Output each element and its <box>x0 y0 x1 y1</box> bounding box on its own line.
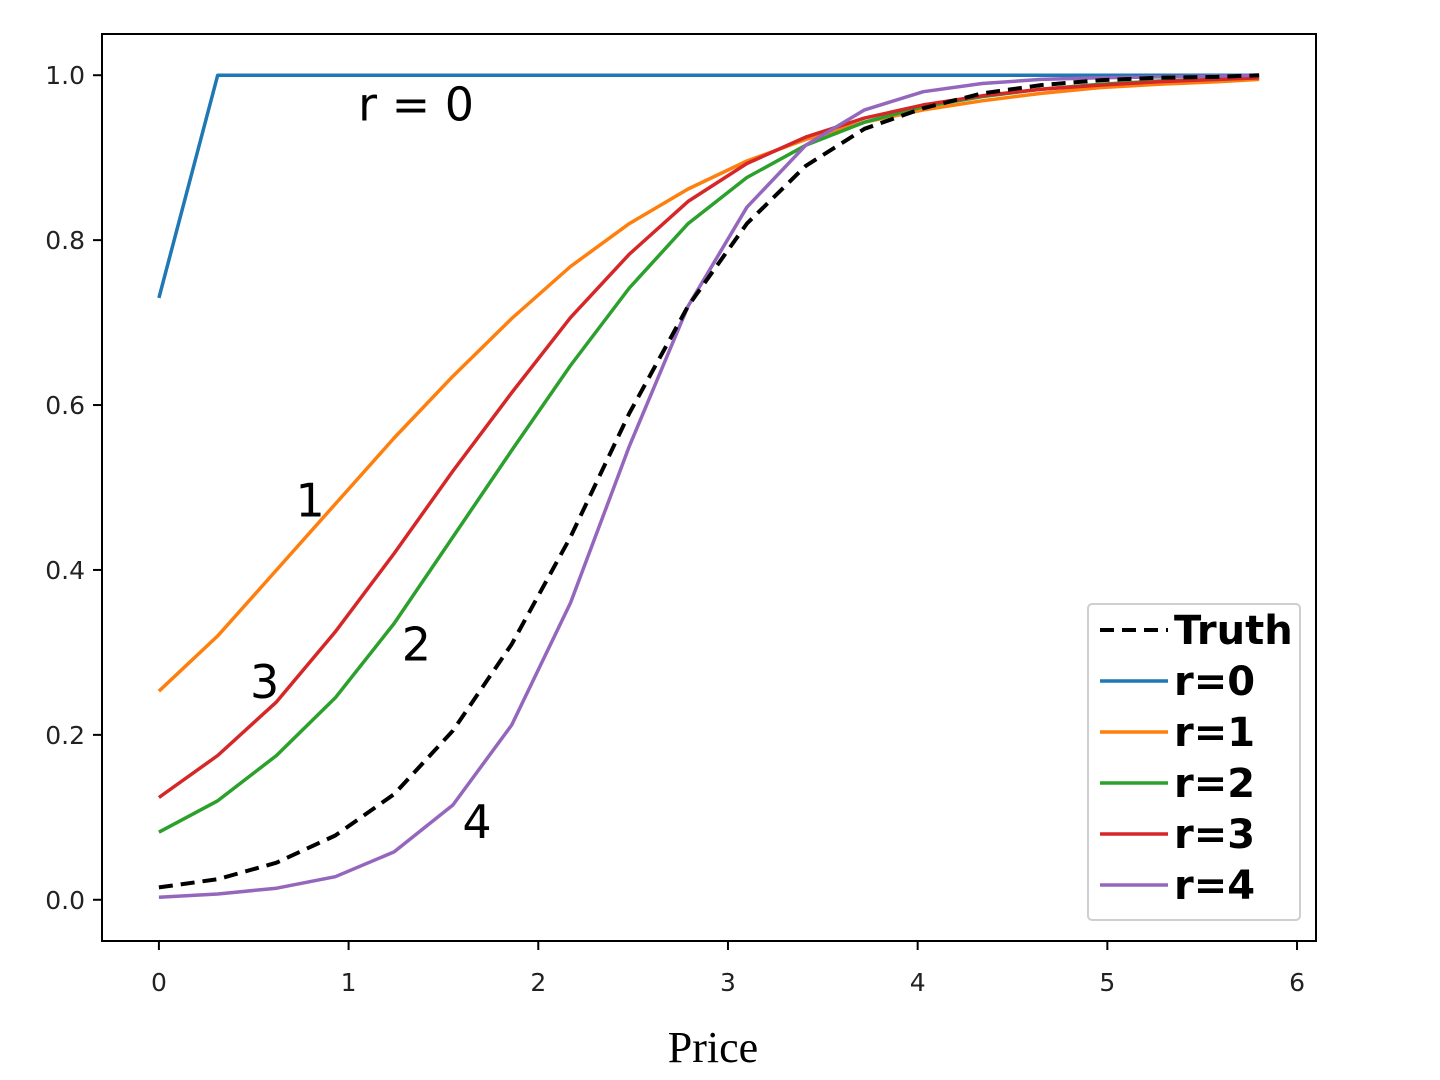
curve-annotation: 1 <box>295 473 324 527</box>
curve-annotation: 2 <box>402 618 431 672</box>
x-axis-label: Price <box>668 1023 758 1072</box>
legend-label-truth: Truth <box>1174 608 1293 654</box>
curve-annotation: 4 <box>462 795 491 849</box>
x-tick-label: 1 <box>341 968 357 997</box>
y-tick-label: 1.0 <box>45 61 85 90</box>
x-tick-label: 5 <box>1099 968 1115 997</box>
series-line-r-4 <box>158 73 1260 900</box>
x-axis: 0 1 2 3 4 5 6 <box>151 941 1305 997</box>
legend-label-r-0: r=0 <box>1174 659 1255 705</box>
series-line-r-3 <box>157 75 1260 799</box>
x-tick-label: 2 <box>530 968 546 997</box>
y-axis: 0.0 0.2 0.4 0.6 0.8 1.0 <box>45 61 102 915</box>
curve-annotation: 3 <box>250 655 279 709</box>
legend-label-r-2: r=2 <box>1174 761 1255 807</box>
x-tick-label: 4 <box>910 968 926 997</box>
y-tick-label: 0.4 <box>45 556 85 585</box>
curve-annotations: r = 0 1 2 3 4 <box>250 78 492 849</box>
legend-label-r-3: r=3 <box>1174 812 1255 858</box>
y-tick-label: 0.0 <box>45 886 85 915</box>
curve-annotation: r = 0 <box>358 78 474 132</box>
series-line-r-1 <box>157 77 1260 693</box>
x-tick-label: 0 <box>151 968 167 997</box>
legend-box <box>1087 603 1301 921</box>
y-tick-label: 0.8 <box>45 226 85 255</box>
y-tick-label: 0.6 <box>45 391 85 420</box>
legend: Truth r=0 r=1 r=2 r=3 r=4 <box>1087 603 1301 921</box>
x-tick-label: 3 <box>720 968 736 997</box>
plot-frame <box>101 33 1317 942</box>
series-line-r-0 <box>157 73 1260 299</box>
legend-label-r-4: r=4 <box>1174 863 1255 909</box>
y-tick-label: 0.2 <box>45 721 85 750</box>
series-lines <box>157 73 1260 900</box>
x-tick-label: 6 <box>1289 968 1305 997</box>
legend-label-r-1: r=1 <box>1174 710 1255 756</box>
series-line-truth <box>158 73 1260 890</box>
